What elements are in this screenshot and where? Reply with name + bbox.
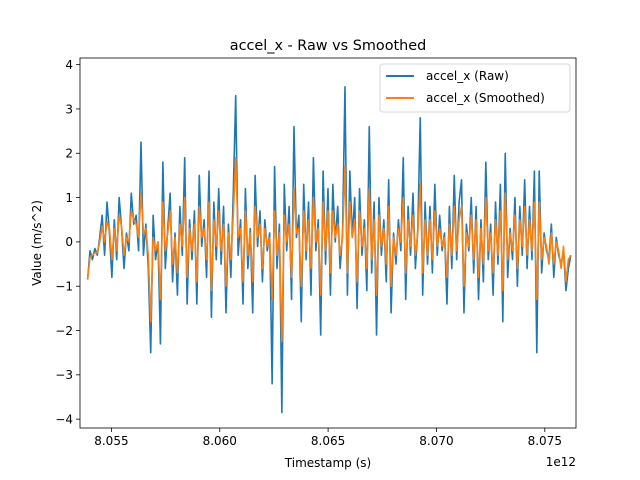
x-tick-label: 8.075 bbox=[528, 434, 562, 448]
y-tick-label: −3 bbox=[55, 368, 73, 382]
y-tick-label: 3 bbox=[65, 102, 73, 116]
legend-box bbox=[379, 63, 571, 113]
y-axis-label: Value (m/s^2) bbox=[30, 200, 44, 286]
y-tick-label: −2 bbox=[55, 324, 73, 338]
x-tick-label: 8.065 bbox=[311, 434, 345, 448]
x-offset-label: 1e12 bbox=[546, 455, 576, 469]
y-tick-label: −4 bbox=[55, 412, 73, 426]
series-line-smoothed bbox=[86, 156, 572, 343]
y-tick-label: 1 bbox=[65, 191, 73, 205]
y-tick-label: 4 bbox=[65, 58, 73, 72]
x-tick-label: 8.055 bbox=[94, 434, 128, 448]
x-tick-label: 8.060 bbox=[203, 434, 237, 448]
chart-title: accel_x - Raw vs Smoothed bbox=[230, 38, 427, 54]
x-tick-label: 8.070 bbox=[419, 434, 453, 448]
legend-label-smoothed: accel_x (Smoothed) bbox=[426, 91, 545, 105]
plot-area bbox=[86, 86, 572, 414]
y-tick-label: −1 bbox=[55, 280, 73, 294]
x-axis-label: Timestamp (s) bbox=[284, 456, 371, 470]
legend: accel_x (Raw) accel_x (Smoothed) bbox=[379, 63, 571, 113]
x-axis: 8.055 8.060 8.065 8.070 8.075 bbox=[94, 428, 562, 448]
legend-label-raw: accel_x (Raw) bbox=[426, 69, 509, 83]
y-tick-label: 0 bbox=[65, 235, 73, 249]
y-axis: −4 −3 −2 −1 0 1 2 3 4 bbox=[55, 58, 80, 426]
y-tick-label: 2 bbox=[65, 147, 73, 161]
